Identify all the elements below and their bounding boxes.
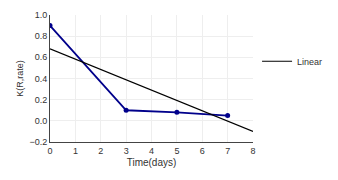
svg-text:7: 7 xyxy=(225,146,230,156)
svg-text:−0.2: −0.2 xyxy=(29,137,47,147)
svg-text:6: 6 xyxy=(200,146,205,156)
svg-text:8: 8 xyxy=(250,146,255,156)
svg-text:4: 4 xyxy=(149,146,154,156)
svg-text:0.0: 0.0 xyxy=(35,116,48,126)
svg-text:0.8: 0.8 xyxy=(35,31,48,41)
svg-text:2: 2 xyxy=(98,146,103,156)
svg-text:3: 3 xyxy=(124,146,129,156)
svg-text:1.0: 1.0 xyxy=(35,10,48,20)
svg-text:0.2: 0.2 xyxy=(35,95,48,105)
svg-text:5: 5 xyxy=(174,146,179,156)
svg-text:0: 0 xyxy=(47,146,52,156)
svg-text:0.4: 0.4 xyxy=(35,74,48,84)
svg-text:Linear: Linear xyxy=(297,57,322,67)
svg-text:Time(days): Time(days) xyxy=(127,157,177,168)
svg-text:0.6: 0.6 xyxy=(35,52,48,62)
svg-text:K(R,rate): K(R,rate) xyxy=(15,60,25,97)
svg-text:1: 1 xyxy=(73,146,78,156)
